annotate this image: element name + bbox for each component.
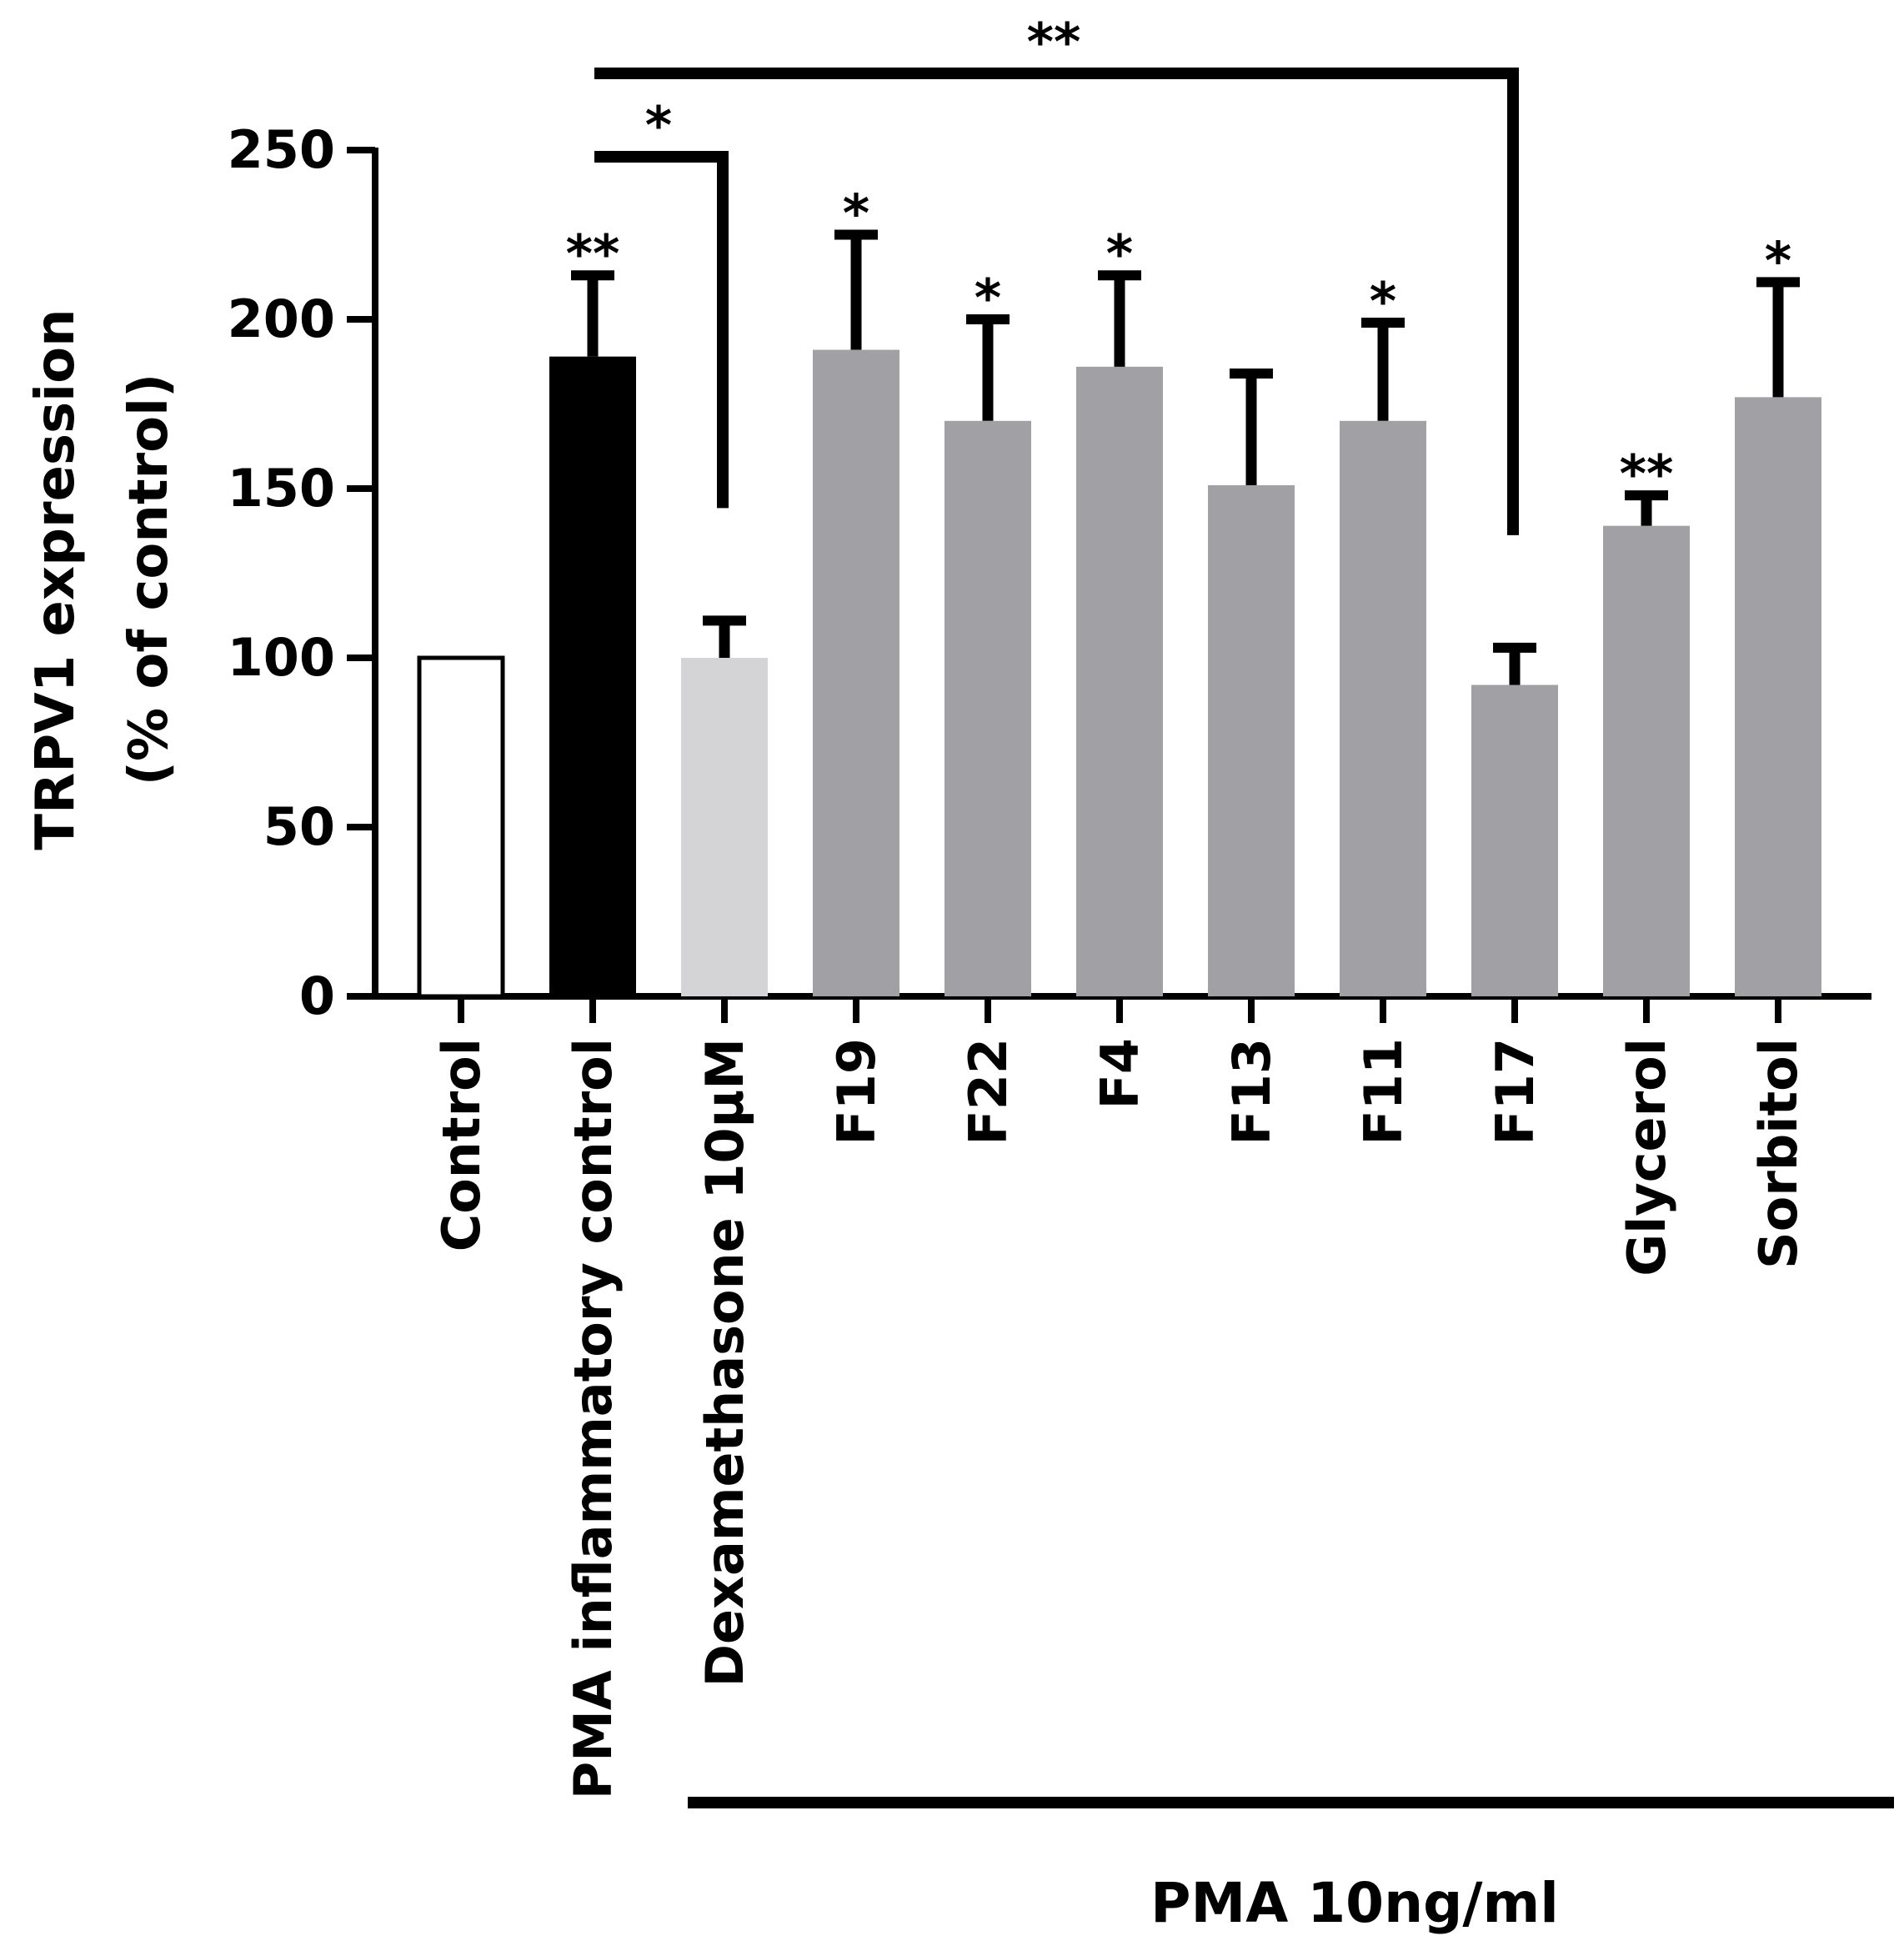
y-tick-label: 250 bbox=[228, 119, 335, 180]
group-label: PMA 10ng/ml bbox=[1150, 1871, 1559, 1935]
bar bbox=[417, 655, 505, 999]
y-tick-label: 150 bbox=[228, 458, 335, 519]
significance-marker: * bbox=[1765, 230, 1791, 291]
bar bbox=[1208, 484, 1295, 996]
bars bbox=[417, 349, 1821, 999]
x-category-label: F19 bbox=[826, 1038, 887, 1146]
axes: 0 50 100 150 200 250 bbox=[228, 119, 1894, 1808]
y-axis-subtitle: (% of control) bbox=[118, 374, 180, 786]
significance-marker: * bbox=[975, 268, 1001, 329]
x-category-label: Control bbox=[431, 1038, 492, 1251]
significance-marker: * bbox=[1106, 223, 1133, 284]
y-tick-label: 0 bbox=[299, 965, 335, 1026]
bar bbox=[1735, 397, 1821, 996]
y-tick-label: 200 bbox=[228, 288, 335, 349]
bar bbox=[1471, 685, 1558, 996]
x-category-label: Sorbitol bbox=[1748, 1038, 1809, 1269]
x-category-label: F13 bbox=[1221, 1038, 1282, 1146]
x-category-label: Dexamethasone 10µM bbox=[694, 1038, 755, 1687]
x-category-label: F17 bbox=[1485, 1038, 1546, 1146]
x-category-label: F11 bbox=[1353, 1038, 1414, 1146]
x-category-label: F4 bbox=[1090, 1038, 1150, 1110]
significance-marker: * bbox=[843, 183, 869, 244]
error-bars bbox=[571, 229, 1800, 685]
x-category-label: PMA inflammatory control bbox=[563, 1038, 624, 1799]
comparison-bracket bbox=[594, 151, 729, 509]
labels: TRPV1 expression (% of control) Control PMA… bbox=[25, 183, 1809, 1936]
comparison-brackets: *** bbox=[594, 12, 1519, 535]
comparison-bracket bbox=[594, 68, 1519, 535]
x-category-label: Glycerol bbox=[1616, 1038, 1677, 1276]
x-category-label: F22 bbox=[958, 1038, 1019, 1146]
bar bbox=[681, 658, 768, 996]
bar bbox=[1340, 420, 1426, 996]
bar bbox=[549, 356, 636, 996]
comparison-label: ** bbox=[1027, 12, 1081, 73]
y-tick-label: 50 bbox=[263, 796, 335, 857]
bar bbox=[1076, 366, 1163, 997]
y-tick-label: 100 bbox=[228, 627, 335, 688]
bar bbox=[813, 349, 899, 996]
significance-marker: ** bbox=[566, 223, 620, 284]
comparison-label: * bbox=[645, 95, 672, 156]
y-axis-title: TRPV1 expression bbox=[25, 308, 87, 850]
significance-marker: * bbox=[1370, 271, 1396, 332]
bar bbox=[1603, 525, 1690, 996]
bar bbox=[944, 420, 1031, 996]
significance-marker: ** bbox=[1620, 444, 1674, 504]
